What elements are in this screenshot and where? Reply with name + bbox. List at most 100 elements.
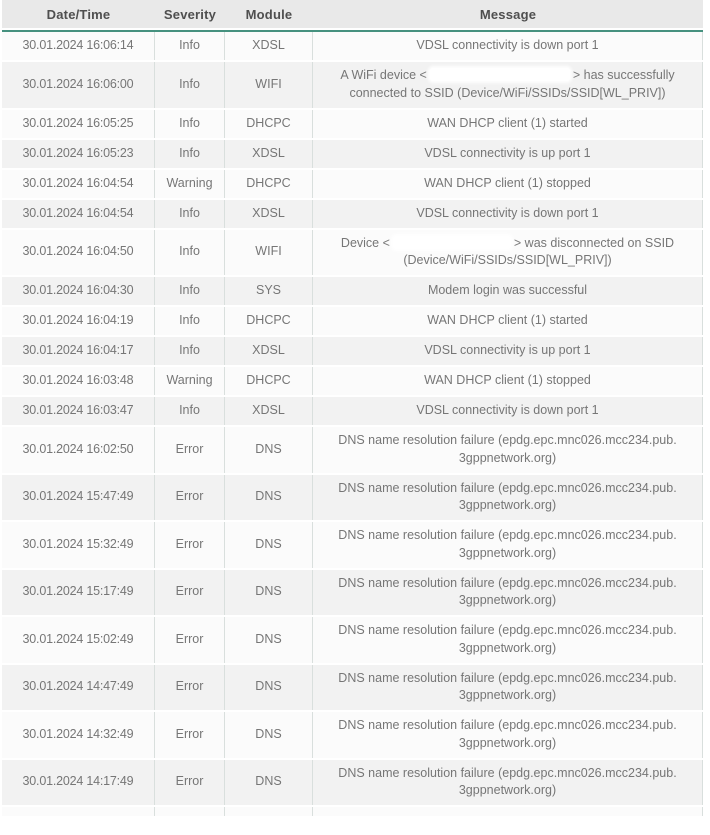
cell-message: DNS name resolution failure (epdg.epc.mn… — [313, 617, 703, 663]
column-header-module: Module — [245, 6, 293, 22]
cell-module: DHCPC — [225, 307, 313, 335]
cell-message: DNS name resolution failure (epdg.epc.mn… — [313, 664, 703, 710]
log-row: 30.01.2024 16:04:50 Info WIFI Device < > was… — [2, 229, 703, 277]
log-row: 30.01.2024 16:04:54 Warning DHCPC WAN DHCP … — [2, 169, 703, 200]
cell-message: DNS name resolution failure (epdg.epc.mn… — [313, 522, 703, 568]
cell-module: DHCPC — [225, 367, 313, 395]
log-row: 30.01.2024 16:06:14 Info XDSL VDSL connecti… — [2, 32, 703, 62]
cell-module: XDSL — [225, 337, 313, 365]
log-row: 30.01.2024 16:06:00 Info WIFI A WiFi device… — [2, 62, 703, 110]
cell-severity severity-error: Error — [155, 474, 225, 520]
cell-module: XDSL — [225, 32, 313, 60]
log-row: 30.01.2024 15:32:49 Error DNS DNS name reso… — [2, 522, 703, 570]
cell-severity severity-info: Info — [155, 337, 225, 365]
cell-message: VDSL connectivity is down port 1 — [313, 199, 703, 228]
cell-datetime: 30.01.2024 16:04:17 — [2, 337, 155, 365]
column-header-datetime: Date/Time — [46, 6, 111, 22]
log-row: 30.01.2024 15:17:49 Error DNS DNS name reso… — [2, 569, 703, 617]
cell-module: DNS — [225, 474, 313, 520]
cell-severity severity-error: Error — [155, 664, 225, 710]
cell-datetime: 30.01.2024 16:02:50 — [2, 427, 155, 473]
log-row: 30.01.2024 14:47:49 Error DNS DNS name reso… — [2, 664, 703, 712]
cell-severity severity-info: Info — [155, 277, 225, 305]
cell-message: Modem login was successful — [313, 277, 703, 305]
cell-severity severity-error: Error — [155, 712, 225, 758]
cell-module: WIFI — [225, 62, 313, 108]
cell-module: XDSL — [225, 397, 313, 425]
cell-severity severity-info: Info — [155, 32, 225, 60]
log-row: 30.01.2024 16:04:19 Info DHCPC WAN DHCP cli… — [2, 307, 703, 337]
cell-datetime: 30.01.2024 16:04:54 — [2, 199, 155, 228]
cell-severity severity-info: Info — [155, 229, 225, 275]
column-header-message: Message — [479, 6, 537, 22]
log-row: 30.01.2024 14:17:49 Error DNS DNS name reso… — [2, 759, 703, 807]
cell-severity severity-error: Error — [155, 569, 225, 615]
cell-message: DNS name resolution failure (epdg.epc.mn… — [313, 759, 703, 805]
cell-datetime: 30.01.2024 16:05:23 — [2, 139, 155, 168]
table-body: 30.01.2024 16:06:14 Info XDSL VDSL connecti… — [2, 32, 703, 807]
cell-message: A WiFi device < > has successfully connec… — [313, 62, 703, 108]
cell-message: WAN DHCP client (1) started — [313, 307, 703, 335]
log-row: 30.01.2024 15:02:49 Error DNS DNS name reso… — [2, 617, 703, 665]
cell-module: DHCPC — [225, 169, 313, 198]
cell-message: DNS name resolution failure (epdg.epc.mn… — [313, 712, 703, 758]
cell-message: DNS name resolution failure (epdg.epc.mn… — [313, 427, 703, 473]
cell-message: DNS name resolution failure (epdg.epc.mn… — [313, 569, 703, 615]
cell-message: WAN DHCP client (1) stopped — [313, 169, 703, 198]
redacted-device-id — [429, 68, 570, 82]
cell-severity severity-warning: Warning — [155, 169, 225, 198]
cell-message: WAN DHCP client (1) started — [313, 109, 703, 138]
cell-module: DNS — [225, 664, 313, 710]
cell-datetime: 30.01.2024 16:04:19 — [2, 307, 155, 335]
cell-datetime: 30.01.2024 15:02:49 — [2, 617, 155, 663]
cell-module: XDSL — [225, 139, 313, 168]
cell-module: XDSL — [225, 199, 313, 228]
cell-severity severity-error: Error — [155, 617, 225, 663]
cell-severity severity-error: Error — [155, 522, 225, 568]
cell-module: WIFI — [225, 229, 313, 275]
log-row: 30.01.2024 16:05:23 Info XDSL VDSL connecti… — [2, 139, 703, 170]
cell-severity severity-info: Info — [155, 62, 225, 108]
cell-message: VDSL connectivity is up port 1 — [313, 337, 703, 365]
cell-message: VDSL connectivity is down port 1 — [313, 397, 703, 425]
cell-severity severity-info: Info — [155, 139, 225, 168]
log-row: 30.01.2024 14:32:49 Error DNS DNS name reso… — [2, 712, 703, 760]
cell-datetime: 30.01.2024 14:32:49 — [2, 712, 155, 758]
cell-datetime: 30.01.2024 14:47:49 — [2, 664, 155, 710]
cell-severity severity-warning: Warning — [155, 367, 225, 395]
cell-datetime: 30.01.2024 16:03:48 — [2, 367, 155, 395]
event-log-table: Date/Time Severity Module Message 30.01.… — [2, 0, 703, 816]
cell-datetime: 30.01.2024 14:17:49 — [2, 759, 155, 805]
cell-datetime: 30.01.2024 15:32:49 — [2, 522, 155, 568]
cell-message: VDSL connectivity is down port 1 — [313, 32, 703, 60]
cell-datetime: 30.01.2024 15:17:49 — [2, 569, 155, 615]
header-gap — [2, 28, 703, 30]
cell-datetime: 30.01.2024 16:03:47 — [2, 397, 155, 425]
cell-module: DNS — [225, 522, 313, 568]
cell-severity severity-info: Info — [155, 199, 225, 228]
accent-divider — [2, 30, 703, 32]
cell-module: SYS — [225, 277, 313, 305]
log-row: 30.01.2024 16:03:48 Warning DHCPC WAN DHCP … — [2, 367, 703, 397]
cell-message: VDSL connectivity is up port 1 — [313, 139, 703, 168]
cell-severity severity-info: Info — [155, 109, 225, 138]
cell-datetime: 30.01.2024 16:06:00 — [2, 62, 155, 108]
cell-datetime: 30.01.2024 16:05:25 — [2, 109, 155, 138]
cell-module: DNS — [225, 759, 313, 805]
cell-severity severity-error: Error — [155, 759, 225, 805]
cell-module: DNS — [225, 427, 313, 473]
cell-message: Device < > was disconnected on SSID (Devi… — [313, 229, 703, 275]
log-row: 30.01.2024 16:03:47 Info XDSL VDSL connecti… — [2, 397, 703, 427]
cell-datetime: 30.01.2024 15:47:49 — [2, 474, 155, 520]
cell-message: WAN DHCP client (1) stopped — [313, 367, 703, 395]
cell-module: DNS — [225, 569, 313, 615]
cell-datetime: 30.01.2024 16:06:14 — [2, 32, 155, 60]
log-row: 30.01.2024 16:04:17 Info XDSL VDSL connecti… — [2, 337, 703, 367]
log-row: 30.01.2024 16:05:25 Info DHCPC WAN DHCP cli… — [2, 109, 703, 140]
redacted-device-id — [392, 235, 511, 249]
cell-module: DNS — [225, 712, 313, 758]
log-row: 30.01.2024 16:04:54 Info XDSL VDSL connecti… — [2, 199, 703, 230]
cell-datetime: 30.01.2024 16:04:30 — [2, 277, 155, 305]
cell-module: DNS — [225, 617, 313, 663]
cell-datetime: 30.01.2024 16:04:54 — [2, 169, 155, 198]
